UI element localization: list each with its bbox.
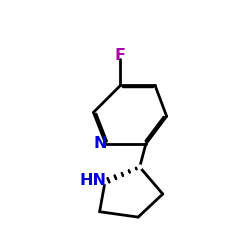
Text: F: F — [115, 48, 126, 62]
Text: HN: HN — [80, 173, 107, 188]
Text: N: N — [93, 136, 107, 152]
